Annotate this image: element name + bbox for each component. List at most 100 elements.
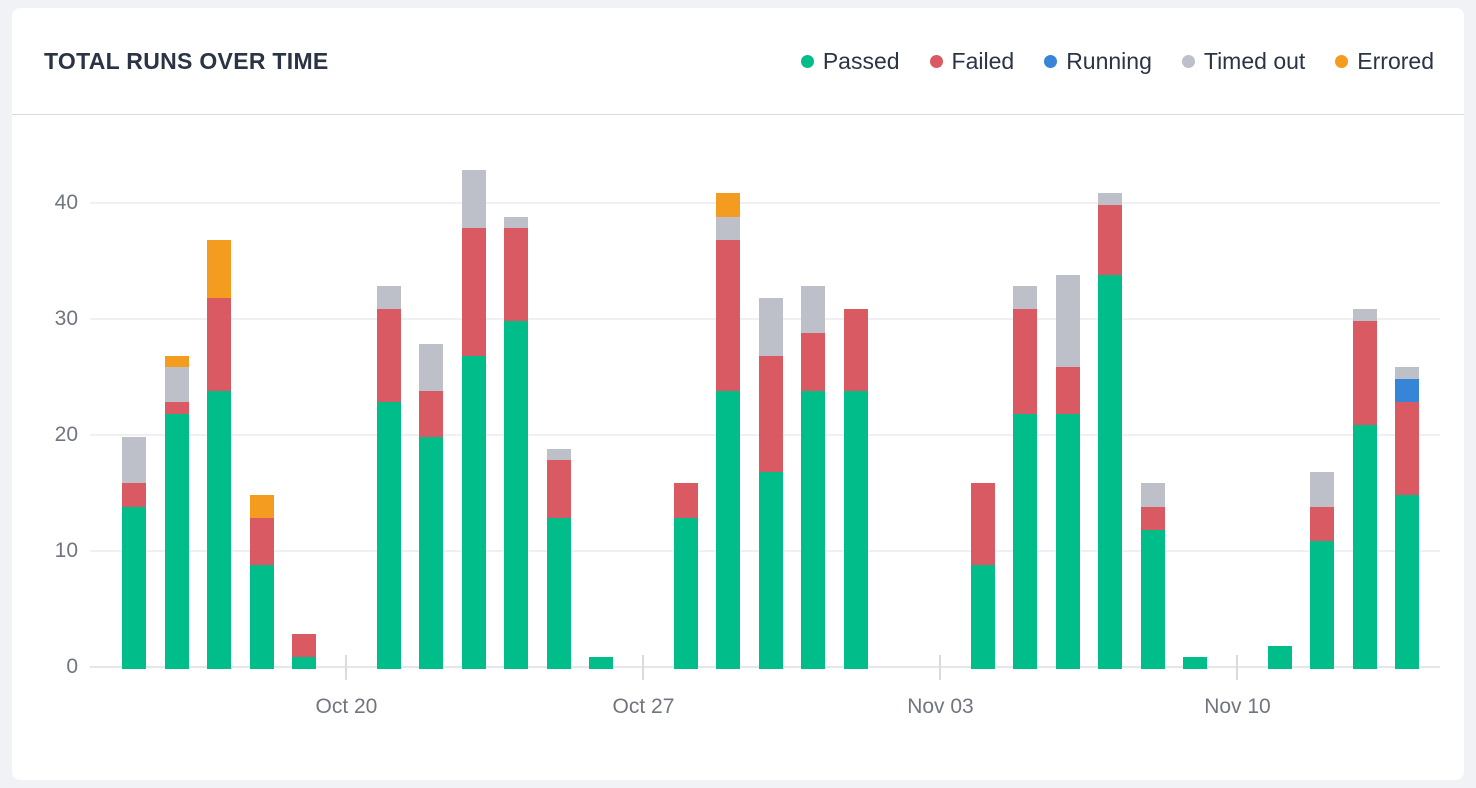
bar-segment-failed-oct-22[interactable] (419, 390, 444, 437)
chart-title: TOTAL RUNS OVER TIME (44, 47, 329, 74)
bar-segment-failed-oct-31[interactable] (801, 332, 826, 391)
bar-segment-failed-nov-13[interactable] (1352, 321, 1377, 426)
bar-segment-timed_out-oct-15[interactable] (122, 437, 147, 484)
bar-segment-failed-oct-16[interactable] (164, 402, 189, 414)
bar-segment-passed-nov-14[interactable] (1395, 495, 1420, 669)
bar-segment-failed-oct-18[interactable] (249, 518, 274, 565)
bar-segment-running-nov-14[interactable] (1395, 379, 1420, 403)
legend-label: Passed (822, 47, 900, 74)
bar-segment-passed-oct-16[interactable] (164, 413, 189, 669)
y-axis-label-40: 40 (54, 191, 78, 214)
y-axis-label-30: 30 (54, 307, 78, 330)
bar-segment-failed-oct-15[interactable] (122, 483, 147, 507)
x-axis-label-nov-03: Nov 03 (907, 695, 974, 718)
x-axis-tick (1236, 655, 1239, 680)
x-axis-label-oct-20: Oct 20 (315, 695, 378, 718)
bar-segment-timed_out-nov-13[interactable] (1352, 309, 1377, 321)
bar-segment-failed-oct-23[interactable] (461, 228, 486, 356)
bar-segment-passed-oct-18[interactable] (249, 564, 274, 669)
x-axis-tick (642, 655, 645, 680)
y-axis-label-0: 0 (66, 655, 78, 678)
bar-segment-passed-oct-22[interactable] (419, 437, 444, 669)
bar-segment-timed_out-oct-21[interactable] (376, 286, 401, 310)
failed-dot-icon (929, 54, 943, 68)
legend-label: Timed out (1203, 47, 1306, 74)
bar-segment-failed-nov-08[interactable] (1140, 506, 1165, 530)
x-axis-tick (939, 655, 942, 680)
bar-segment-passed-oct-24[interactable] (504, 321, 529, 669)
x-axis-label-nov-10: Nov 10 (1204, 695, 1271, 718)
bar-segment-failed-nov-05[interactable] (1013, 309, 1038, 414)
passed-dot-icon (800, 54, 814, 68)
bar-segment-passed-nov-04[interactable] (970, 564, 995, 669)
bar-segment-timed_out-oct-22[interactable] (419, 344, 444, 391)
bar-segment-timed_out-nov-12[interactable] (1310, 471, 1335, 507)
legend-item-timed-out[interactable]: Timed out (1181, 47, 1306, 75)
bar-segment-passed-nov-05[interactable] (1013, 413, 1038, 669)
errored-dot-icon (1335, 54, 1349, 68)
bar-segment-passed-oct-25[interactable] (546, 518, 571, 669)
bar-segment-passed-nov-09[interactable] (1183, 657, 1208, 669)
bar-segment-failed-oct-25[interactable] (546, 460, 571, 519)
legend-item-failed[interactable]: Failed (929, 47, 1015, 75)
bar-segment-failed-nov-07[interactable] (1098, 205, 1123, 275)
bar-segment-passed-oct-19[interactable] (292, 657, 317, 669)
bar-segment-timed_out-nov-06[interactable] (1055, 274, 1080, 368)
bar-segment-timed_out-nov-14[interactable] (1395, 367, 1420, 379)
bar-segment-timed_out-oct-23[interactable] (461, 170, 486, 229)
bar-segment-timed_out-nov-08[interactable] (1140, 483, 1165, 507)
bar-segment-failed-nov-06[interactable] (1055, 367, 1080, 414)
legend-item-passed[interactable]: Passed (800, 47, 900, 75)
bar-segment-timed_out-oct-16[interactable] (164, 367, 189, 403)
bar-segment-failed-nov-14[interactable] (1395, 402, 1420, 495)
legend-item-errored[interactable]: Errored (1335, 48, 1434, 75)
bar-segment-passed-oct-23[interactable] (461, 355, 486, 669)
bar-segment-passed-oct-29[interactable] (716, 390, 741, 669)
bar-segment-passed-nov-08[interactable] (1140, 529, 1165, 669)
bar-segment-timed_out-oct-31[interactable] (801, 286, 826, 333)
bar-segment-timed_out-nov-07[interactable] (1098, 193, 1123, 205)
bar-segment-passed-nov-01[interactable] (843, 390, 868, 669)
bar-segment-passed-oct-31[interactable] (801, 390, 826, 669)
bar-segment-failed-oct-19[interactable] (292, 634, 317, 658)
bar-segment-passed-oct-17[interactable] (207, 390, 232, 669)
bar-segment-failed-oct-24[interactable] (504, 228, 529, 321)
legend: Passed Failed Running Timed out Errored (800, 47, 1434, 75)
bar-segment-failed-nov-01[interactable] (843, 309, 868, 391)
bar-segment-passed-oct-28[interactable] (673, 518, 698, 669)
bar-segment-timed_out-oct-29[interactable] (716, 216, 741, 240)
bar-segment-failed-oct-28[interactable] (673, 483, 698, 519)
bar-segment-failed-oct-30[interactable] (758, 355, 783, 472)
bar-segment-passed-oct-26[interactable] (589, 657, 614, 669)
bar-segment-failed-nov-04[interactable] (970, 483, 995, 565)
y-axis-label-20: 20 (54, 423, 78, 446)
bar-segment-errored-oct-17[interactable] (207, 239, 232, 298)
bar-segment-errored-oct-16[interactable] (164, 355, 189, 368)
bar-segment-errored-oct-18[interactable] (249, 495, 274, 519)
bar-segment-errored-oct-29[interactable] (716, 193, 741, 217)
plot-area: 0 10 20 30 40 Oct 20 Oct 27 Nov 03 Nov 10 (12, 8, 1464, 780)
legend-label: Errored (1357, 47, 1434, 74)
bar-segment-passed-nov-07[interactable] (1098, 274, 1123, 669)
bar-segment-timed_out-nov-05[interactable] (1013, 286, 1038, 310)
bar-segment-passed-oct-15[interactable] (122, 506, 147, 669)
bar-segment-failed-oct-17[interactable] (207, 297, 232, 391)
legend-label: Failed (951, 47, 1015, 74)
bar-segment-passed-nov-06[interactable] (1055, 413, 1080, 669)
bar-segment-timed_out-oct-24[interactable] (504, 216, 529, 229)
bar-segment-passed-nov-12[interactable] (1310, 541, 1335, 669)
bar-segment-passed-nov-11[interactable] (1267, 645, 1292, 669)
bar-segment-failed-oct-21[interactable] (376, 309, 401, 403)
bar-segment-failed-oct-29[interactable] (716, 239, 741, 391)
bar-segment-passed-oct-30[interactable] (758, 471, 783, 669)
gridline-y-40 (90, 202, 1440, 204)
legend-item-running[interactable]: Running (1044, 48, 1152, 75)
bar-segment-timed_out-oct-30[interactable] (758, 297, 783, 356)
bar-segment-passed-oct-21[interactable] (376, 402, 401, 669)
bar-segment-timed_out-oct-25[interactable] (546, 448, 571, 461)
bar-segment-failed-nov-12[interactable] (1310, 506, 1335, 542)
bar-segment-passed-nov-13[interactable] (1352, 425, 1377, 669)
timed-out-dot-icon (1181, 54, 1195, 68)
x-axis-label-oct-27: Oct 27 (612, 695, 675, 718)
